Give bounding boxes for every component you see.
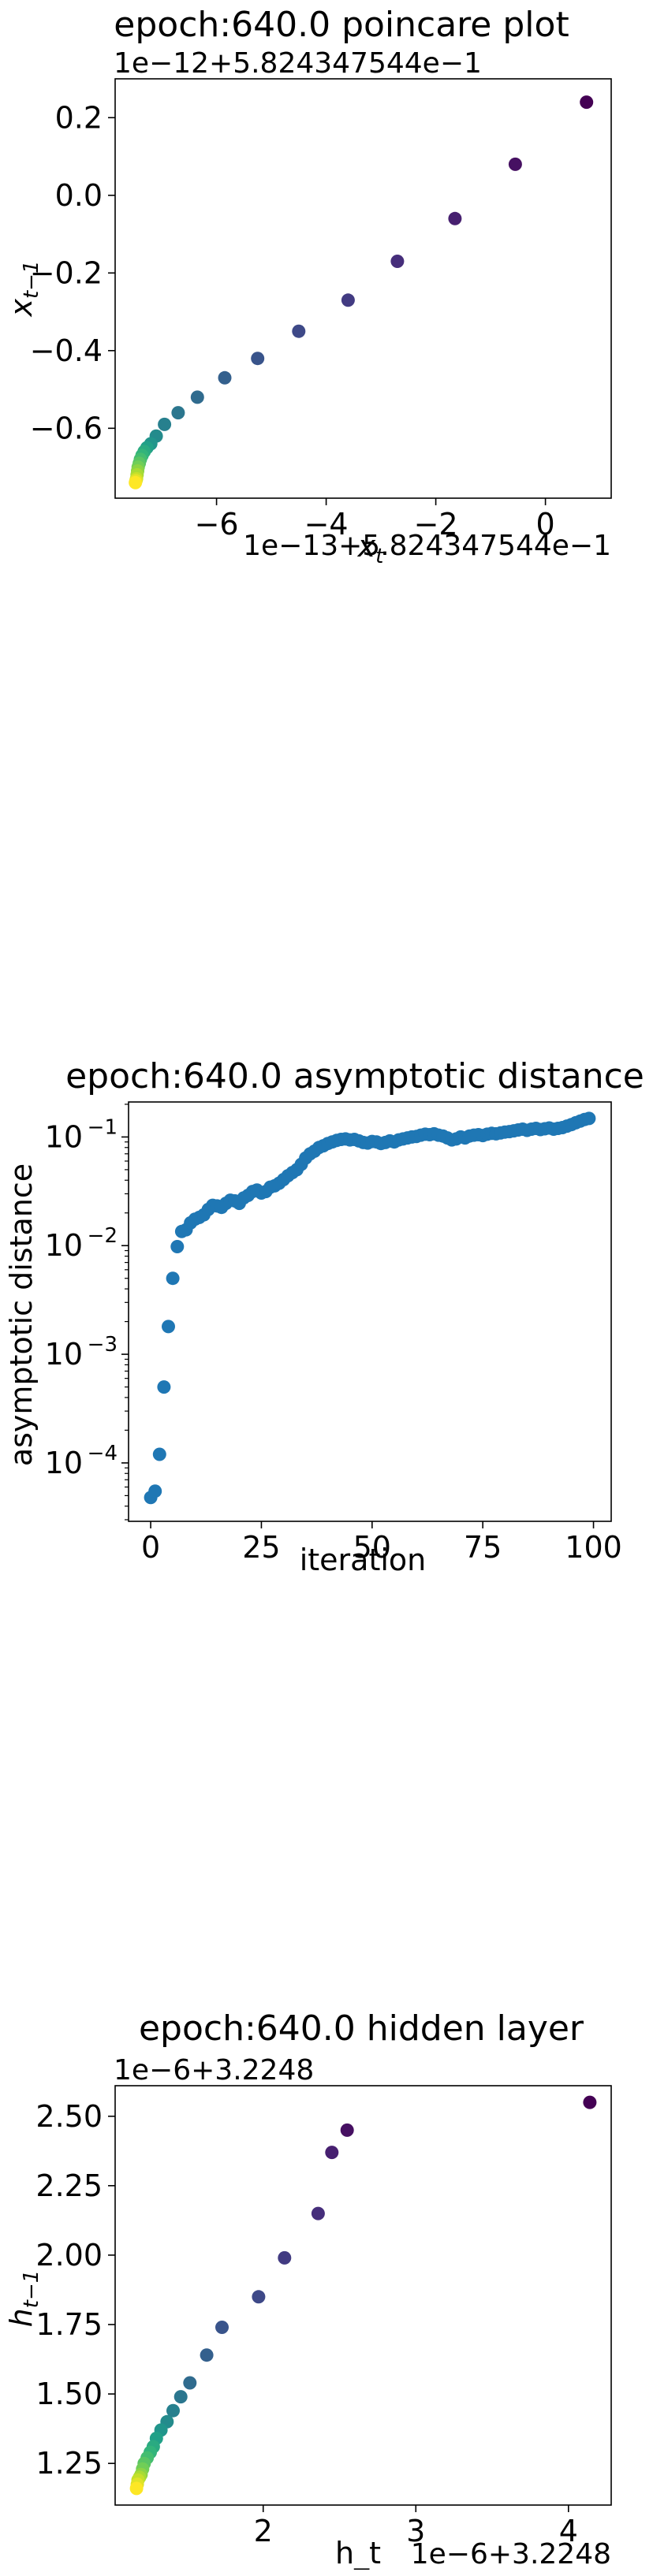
y-axis-ticks: −0.6 −0.4 −0.2 0.0 0.2 (30, 100, 115, 445)
y-tick-label: 1.75 (35, 2307, 103, 2342)
data-point (183, 2376, 197, 2390)
data-point (215, 2321, 229, 2334)
data-point (278, 2250, 292, 2265)
y-tick-exponent: −3 (88, 1333, 118, 1357)
x-tick-label: 75 (464, 1530, 502, 1565)
asymptotic-distance-chart: epoch:640.0 asymptotic distance 0 25 50 75 1… (4, 1056, 644, 1577)
data-point (341, 293, 355, 307)
data-point (448, 211, 462, 225)
x-offset-text: 1e−13+5.824347544e−1 (243, 530, 611, 562)
y-tick-label: 1.50 (35, 2377, 103, 2411)
data-point (157, 1380, 171, 1394)
plot-frame (114, 2085, 612, 2506)
y-tick-exponent: −4 (88, 1442, 118, 1465)
chart-title: epoch:640.0 asymptotic distance (65, 1056, 644, 1096)
data-point (251, 352, 265, 366)
x-tick-label: 0 (141, 1530, 160, 1565)
y-tick-label: −0.4 (30, 333, 103, 368)
data-point (582, 1111, 596, 1126)
scatter-points (144, 1111, 596, 1505)
data-point (148, 1484, 162, 1498)
y-tick-label: 10 (45, 1337, 83, 1372)
y-tick-label: 10 (45, 1119, 83, 1154)
y-tick-label: 10 (45, 1446, 83, 1480)
x-tick-label: 50 (353, 1530, 391, 1565)
data-point (340, 2123, 354, 2137)
x-axis-label: h_t (335, 2536, 381, 2570)
y-axis-ticks: 10−410−310−210−1 (45, 1104, 129, 1521)
y-tick-label: 2.50 (35, 2099, 103, 2134)
data-point (170, 1240, 185, 1253)
data-point (583, 2095, 597, 2109)
y-axis-ticks: 1.25 1.50 1.75 2.00 2.25 2.50 (35, 2099, 115, 2481)
y-axis-label: xt−1 (4, 260, 43, 317)
y-tick-label: 10 (45, 1228, 83, 1263)
x-axis-ticks: 2 3 4 (254, 2505, 578, 2548)
data-point (390, 255, 405, 268)
data-point (162, 1320, 175, 1334)
data-point (292, 324, 306, 338)
x-tick-label: −6 (195, 507, 239, 542)
data-point (252, 2290, 266, 2304)
data-point (158, 417, 172, 431)
data-point (129, 2481, 144, 2496)
x-tick-label: 25 (242, 1530, 280, 1565)
x-offset-text: 1e−6+3.2248 (411, 2538, 611, 2570)
scatter-points (129, 2095, 597, 2496)
data-point (190, 390, 204, 404)
data-point (152, 1447, 166, 1461)
y-axis-label: ht−1 (4, 2270, 43, 2328)
data-point (580, 95, 594, 110)
hidden-layer-chart: epoch:640.0 hidden layer 1e−6+3.2248 2 3 4… (4, 2008, 612, 2570)
x-tick-label: −2 (414, 507, 458, 542)
y-tick-label: 2.25 (35, 2168, 103, 2203)
data-point (311, 2206, 325, 2220)
x-tick-label: 2 (254, 2514, 273, 2548)
y-tick-label: 2.00 (35, 2238, 103, 2273)
y-tick-label: −0.6 (30, 411, 103, 445)
chart-title: epoch:640.0 poincare plot (114, 5, 569, 45)
y-offset-text: 1e−6+3.2248 (114, 2054, 314, 2086)
chart-title: epoch:640.0 hidden layer (139, 2008, 584, 2049)
x-tick-label: −4 (304, 507, 349, 542)
data-point (171, 406, 185, 420)
y-tick-label: 1.25 (35, 2446, 103, 2481)
plot-frame (128, 1101, 612, 1522)
data-point (325, 2146, 339, 2160)
poincare-plot-chart: epoch:640.0 poincare plot 1e−12+5.824347… (4, 5, 612, 568)
data-point (200, 2348, 214, 2362)
y-tick-label: 0.2 (55, 100, 103, 135)
x-axis-label: iteration (300, 1543, 427, 1577)
y-tick-label: −0.2 (30, 255, 103, 290)
y-offset-text: 1e−12+5.824347544e−1 (114, 47, 482, 80)
y-axis-label: asymptotic distance (4, 1163, 39, 1466)
x-axis-ticks: −6 −4 −2 0 (195, 498, 555, 542)
data-point (218, 370, 232, 385)
plot-frame (114, 78, 612, 499)
y-tick-exponent: −2 (88, 1224, 118, 1248)
scatter-points (129, 95, 594, 490)
x-tick-label: 3 (406, 2514, 425, 2548)
data-point (508, 157, 522, 171)
x-axis-ticks: 0 25 50 75 100 (141, 1521, 622, 1565)
y-tick-exponent: −1 (88, 1115, 118, 1139)
data-point (174, 2390, 188, 2404)
y-tick-label: 0.0 (55, 178, 103, 213)
data-point (129, 475, 143, 490)
x-tick-label: 0 (536, 507, 555, 542)
x-tick-label: 100 (565, 1530, 622, 1565)
data-point (166, 1271, 180, 1286)
data-point (166, 2403, 180, 2418)
x-tick-label: 4 (559, 2514, 578, 2548)
